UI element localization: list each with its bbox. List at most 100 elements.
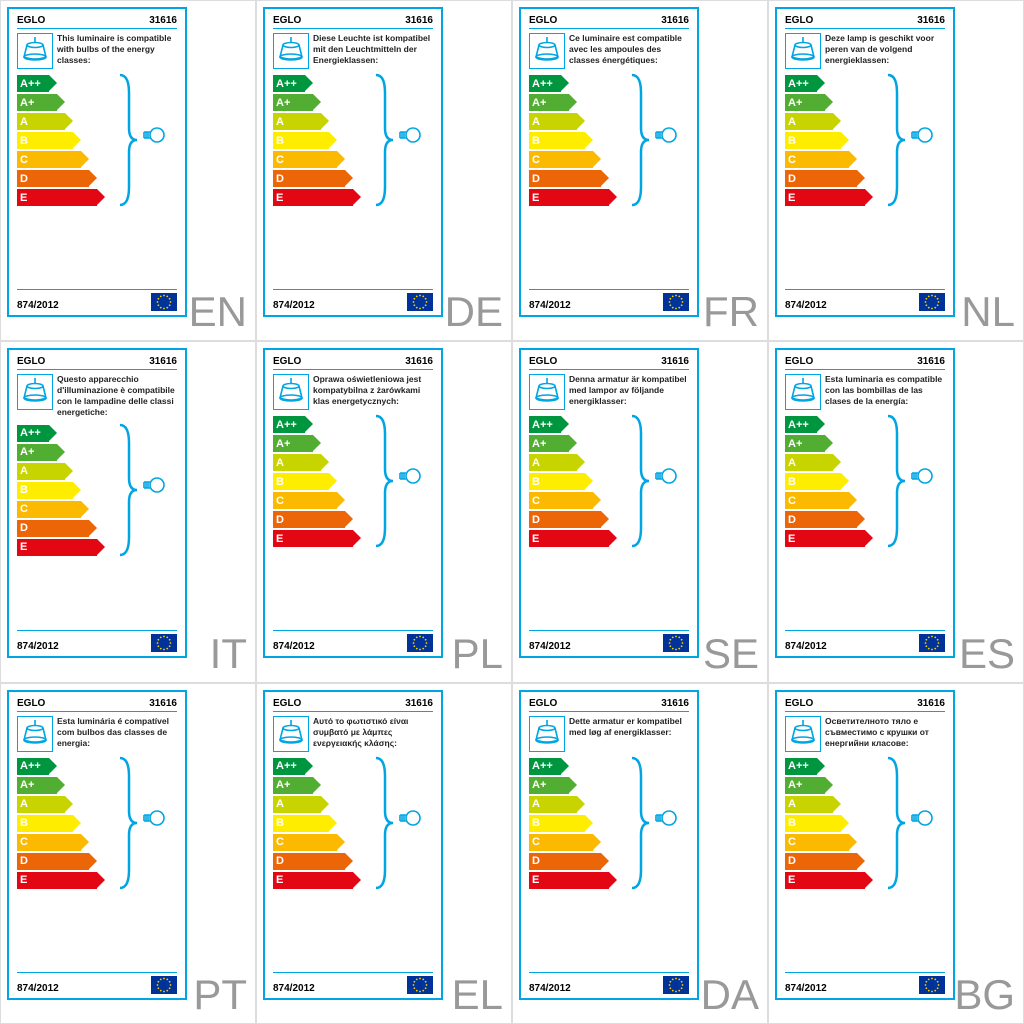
energy-bar-Aplusplus: A++ — [273, 416, 353, 433]
eu-flag — [151, 293, 177, 311]
language-code: PT — [193, 971, 247, 1019]
energy-bars: A++ A+ A B C D E — [17, 425, 97, 631]
lamp-box — [17, 33, 53, 69]
label-grid: EGLO 31616 This luminaire is compatible … — [0, 0, 1024, 1024]
energy-bars: A++ A+ A B C D E — [17, 758, 97, 972]
model-text: 31616 — [149, 356, 177, 367]
eu-flag — [919, 634, 945, 652]
label-header: EGLO 31616 — [529, 698, 689, 712]
model-text: 31616 — [405, 698, 433, 709]
energy-bar-A: A — [17, 113, 97, 130]
energy-bar-B: B — [17, 815, 97, 832]
eu-flag — [407, 634, 433, 652]
brand-text: EGLO — [17, 698, 45, 709]
compatibility-text: Questo apparecchio d'illuminazione è com… — [57, 374, 177, 418]
energy-bars: A++ A+ A B C D E — [529, 75, 609, 289]
label-header: EGLO 31616 — [529, 356, 689, 370]
label-header: EGLO 31616 — [273, 698, 433, 712]
label-header: EGLO 31616 — [785, 698, 945, 712]
brace-icon — [629, 756, 651, 890]
energy-bar-C: C — [273, 834, 353, 851]
energy-bar-A: A — [273, 454, 353, 471]
label-cell: EGLO 31616 Esta luminária é compatível c… — [0, 683, 256, 1024]
energy-bar-Aplusplus: A++ — [529, 75, 609, 92]
eu-flag — [407, 293, 433, 311]
energy-bar-E: E — [17, 539, 97, 556]
bulb-icon — [654, 125, 684, 145]
eu-flag — [663, 976, 689, 994]
eu-flag-icon — [407, 634, 433, 652]
brand-text: EGLO — [785, 698, 813, 709]
bulb-icon — [910, 125, 940, 145]
energy-bar-A: A — [529, 113, 609, 130]
energy-bar-B: B — [17, 482, 97, 499]
energy-bar-B: B — [785, 132, 865, 149]
pendant-lamp-icon — [788, 378, 818, 406]
energy-bar-D: D — [17, 170, 97, 187]
bulb-icon — [142, 125, 172, 145]
energy-bar-Aplus: A+ — [529, 94, 609, 111]
bulb-icon — [654, 466, 684, 486]
brand-text: EGLO — [273, 15, 301, 26]
energy-bar-C: C — [273, 492, 353, 509]
energy-label: EGLO 31616 Deze lamp is geschikt voor pe… — [775, 7, 955, 317]
label-header: EGLO 31616 — [17, 698, 177, 712]
lamp-box — [529, 374, 565, 410]
energy-bar-B: B — [529, 815, 609, 832]
energy-bar-B: B — [273, 473, 353, 490]
regulation-text: 874/2012 — [529, 641, 571, 652]
energy-bar-E: E — [529, 189, 609, 206]
energy-bars: A++ A+ A B C D E — [17, 75, 97, 289]
brand-text: EGLO — [273, 698, 301, 709]
pendant-lamp-icon — [532, 720, 562, 748]
label-cell: EGLO 31616 Oprawa oświetleniowa jest kom… — [256, 341, 512, 682]
energy-bar-A: A — [785, 454, 865, 471]
pendant-lamp-icon — [788, 37, 818, 65]
bulb-icon — [398, 466, 428, 486]
energy-label: EGLO 31616 Oprawa oświetleniowa jest kom… — [263, 348, 443, 658]
label-header: EGLO 31616 — [273, 15, 433, 29]
energy-bar-D: D — [17, 520, 97, 537]
model-text: 31616 — [917, 15, 945, 26]
label-cell: EGLO 31616 Questo apparecchio d'illumina… — [0, 341, 256, 682]
energy-bar-B: B — [273, 815, 353, 832]
compatibility-text: Deze lamp is geschikt voor peren van de … — [825, 33, 945, 69]
energy-bars: A++ A+ A B C D E — [273, 75, 353, 289]
energy-bar-Aplusplus: A++ — [529, 416, 609, 433]
brand-text: EGLO — [529, 15, 557, 26]
eu-flag-icon — [663, 293, 689, 311]
energy-bar-E: E — [273, 530, 353, 547]
brace-icon — [373, 756, 395, 890]
energy-bar-A: A — [273, 113, 353, 130]
eu-flag — [151, 634, 177, 652]
energy-bar-Aplus: A+ — [273, 777, 353, 794]
eu-flag-icon — [151, 976, 177, 994]
model-text: 31616 — [917, 356, 945, 367]
energy-bar-Aplusplus: A++ — [785, 75, 865, 92]
energy-bar-D: D — [785, 511, 865, 528]
energy-bar-D: D — [529, 511, 609, 528]
label-cell: EGLO 31616 Esta luminaria es compatible … — [768, 341, 1024, 682]
energy-label: EGLO 31616 Esta luminária é compatível c… — [7, 690, 187, 1000]
energy-bar-A: A — [785, 796, 865, 813]
language-code: EN — [189, 288, 247, 336]
compatibility-text: This luminaire is compatible with bulbs … — [57, 33, 177, 69]
pendant-lamp-icon — [532, 37, 562, 65]
language-code: SE — [703, 630, 759, 678]
eu-flag — [919, 293, 945, 311]
compatibility-text: Oprawa oświetleniowa jest kompatybilna z… — [313, 374, 433, 410]
energy-bars: A++ A+ A B C D E — [785, 758, 865, 972]
energy-bar-E: E — [273, 872, 353, 889]
label-cell: EGLO 31616 Dette armatur er kompatibel m… — [512, 683, 768, 1024]
label-header: EGLO 31616 — [17, 356, 177, 370]
brand-text: EGLO — [529, 698, 557, 709]
energy-bar-B: B — [17, 132, 97, 149]
energy-bar-E: E — [529, 872, 609, 889]
eu-flag — [663, 293, 689, 311]
energy-bars: A++ A+ A B C D E — [785, 75, 865, 289]
regulation-text: 874/2012 — [785, 983, 827, 994]
regulation-text: 874/2012 — [273, 641, 315, 652]
energy-bars: A++ A+ A B C D E — [273, 416, 353, 630]
energy-bar-Aplusplus: A++ — [17, 758, 97, 775]
regulation-text: 874/2012 — [529, 983, 571, 994]
